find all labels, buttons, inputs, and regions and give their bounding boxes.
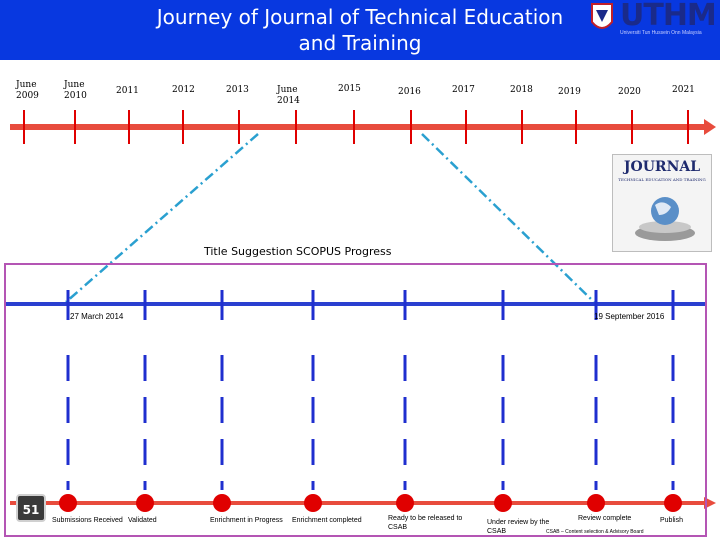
page-title-line-1: Journey of Journal of Technical Educatio… — [156, 5, 564, 29]
stage-label: Review complete — [578, 515, 632, 522]
start-date-label: 27 March 2014 — [70, 312, 124, 321]
stage-node — [136, 494, 154, 512]
page-number-badge: 51 — [16, 494, 46, 522]
csab-footnote: CSAB – Content selection & Advisory Boar… — [546, 529, 644, 535]
zoom-connector-left — [65, 133, 259, 303]
year-label: 2012 — [172, 85, 195, 95]
year-label: 2011 — [116, 86, 139, 96]
end-date-label: 19 September 2016 — [594, 312, 665, 321]
stage-node — [304, 494, 322, 512]
page-title: Journey of Journal of Technical Educatio… — [120, 4, 600, 56]
year-label: 2021 — [672, 85, 695, 95]
stage-node — [213, 494, 231, 512]
logo-subtitle: Universiti Tun Hussein Onn Malaysia — [620, 30, 702, 36]
stage-label: Submissions Received — [52, 517, 123, 524]
stage-label: Ready to be released to CSAB — [388, 515, 463, 531]
logo-wordmark: UTHM — [620, 0, 717, 33]
year-label: 2016 — [398, 87, 421, 97]
year-label: June 2010 — [64, 80, 87, 101]
progress-title: Title Suggestion SCOPUS Progress — [204, 245, 392, 258]
year-label: 2015 — [338, 84, 361, 94]
stage-label: Validated — [128, 517, 157, 524]
stage-node — [664, 494, 682, 512]
stage-label: Publish — [660, 517, 683, 524]
journal-cover-title: JOURNAL — [623, 159, 701, 175]
stage-label: Enrichment completed — [292, 517, 362, 524]
year-label: 2017 — [452, 85, 475, 95]
year-label: 2019 — [558, 87, 581, 97]
stage-node — [587, 494, 605, 512]
university-logo — [591, 3, 613, 29]
year-label: June 2014 — [277, 85, 300, 106]
year-label: 2020 — [618, 87, 641, 97]
globe-icon — [635, 197, 695, 241]
stage-label: Enrichment in Progress — [210, 517, 283, 524]
page-title-line-2: and Training — [298, 31, 422, 55]
year-label: June 2009 — [16, 80, 39, 101]
progress-frame — [4, 263, 707, 537]
zoom-connector-right — [421, 133, 595, 303]
journal-cover-subtitle: TECHNICAL EDUCATION AND TRAINING — [618, 177, 706, 182]
stage-label: Under review by the CSAB — [487, 519, 550, 535]
stage-axis-arrowhead — [704, 497, 716, 509]
stage-node — [494, 494, 512, 512]
year-label: 2013 — [226, 85, 249, 95]
journal-cover-image: JOURNAL TECHNICAL EDUCATION AND TRAINING — [612, 154, 712, 252]
stage-node — [59, 494, 77, 512]
year-label: 2018 — [510, 85, 533, 95]
stage-node — [396, 494, 414, 512]
top-timeline-arrowhead — [704, 119, 716, 135]
